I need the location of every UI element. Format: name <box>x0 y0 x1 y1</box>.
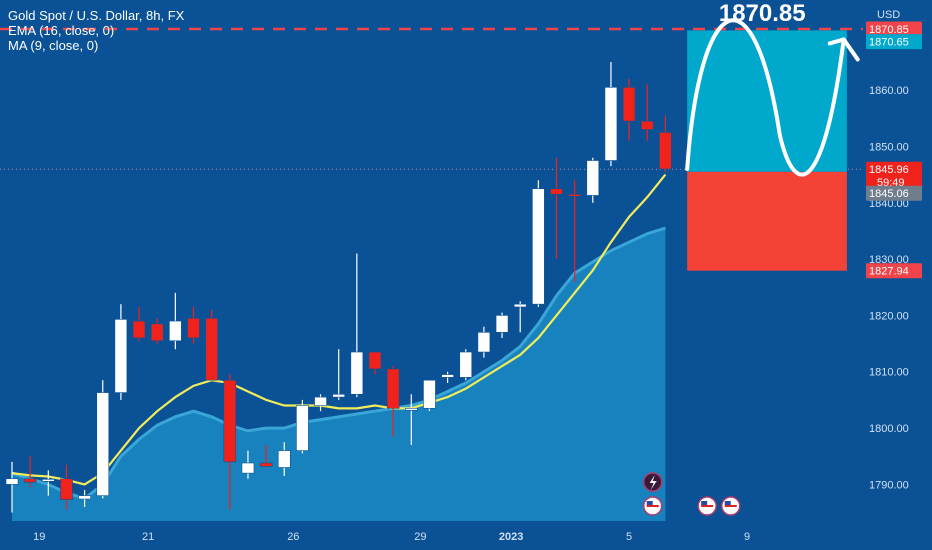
candle-body[interactable] <box>114 319 128 393</box>
price-badge-label: 1870.65 <box>869 37 909 49</box>
price-tick-label: 1830.00 <box>869 254 909 266</box>
candle-body[interactable] <box>604 87 618 161</box>
time-tick-label: 29 <box>414 531 426 543</box>
candle-body[interactable] <box>277 450 291 468</box>
flag-canton <box>701 501 708 505</box>
candle-body[interactable] <box>259 462 273 467</box>
ema-line <box>11 173 667 486</box>
price-badge[interactable] <box>866 34 922 50</box>
candle-body[interactable] <box>495 315 509 333</box>
indicator-lines-layer <box>0 168 863 486</box>
candle-body[interactable] <box>423 379 436 409</box>
candle-body[interactable] <box>314 396 327 406</box>
candle-body[interactable] <box>586 160 600 196</box>
candle-body[interactable] <box>550 188 563 195</box>
candle-body[interactable] <box>23 478 37 483</box>
time-tick-label: 5 <box>626 531 632 543</box>
candle-body[interactable] <box>169 320 182 342</box>
candle-body[interactable] <box>223 379 237 463</box>
time-tick-label: 9 <box>744 531 750 543</box>
flag-stripe <box>724 505 737 507</box>
ema-indicator-label[interactable]: EMA (16, close, 0) <box>8 23 115 38</box>
ma-area-layer <box>11 226 666 521</box>
chart-legend: Gold Spot / U.S. Dollar, 8h, FX EMA (16,… <box>8 8 184 53</box>
time-axis[interactable]: 19 21 26 29 2023 5 9 <box>33 531 750 543</box>
candle-body[interactable] <box>205 317 218 381</box>
price-badge[interactable] <box>866 185 922 201</box>
candle-body[interactable] <box>241 462 255 474</box>
candle-body[interactable] <box>622 87 636 122</box>
event-icons-layer <box>642 472 741 516</box>
ma-area <box>12 228 666 521</box>
target-price-label: 1870.85 <box>719 0 806 27</box>
price-badge[interactable] <box>866 263 922 279</box>
currency-label: USD <box>877 9 900 21</box>
stop-zone[interactable] <box>687 171 847 271</box>
price-tick-label: 1820.00 <box>869 310 909 322</box>
price-tick-label: 1860.00 <box>869 85 909 97</box>
candle-body[interactable] <box>659 132 672 170</box>
price-badge-label: 1870.85 <box>869 24 909 36</box>
candle-body[interactable] <box>441 374 454 378</box>
candle-body[interactable] <box>640 120 654 130</box>
ma-line <box>11 226 666 501</box>
candle-body[interactable] <box>404 408 418 411</box>
position-layer: 1870.85 <box>0 0 863 271</box>
candle-body[interactable] <box>568 194 581 197</box>
time-tick-label: 19 <box>33 531 45 543</box>
price-tick-label: 1810.00 <box>869 367 909 379</box>
candles-layer <box>5 61 672 513</box>
candle-body[interactable] <box>296 405 309 451</box>
price-tick-label: 1800.00 <box>869 423 909 435</box>
candle-body[interactable] <box>187 317 200 339</box>
price-badge-label: 1827.94 <box>869 266 909 278</box>
flag-canton <box>646 501 653 505</box>
price-tick-label: 1840.00 <box>869 198 909 210</box>
candle-body[interactable] <box>350 351 364 395</box>
price-badge[interactable] <box>866 161 922 190</box>
candle-body[interactable] <box>532 188 545 305</box>
time-tick-label: 26 <box>287 531 299 543</box>
flag-stripe <box>646 505 659 507</box>
price-badge-label: 1845.96 <box>869 164 909 176</box>
price-badge-label: 1845.06 <box>869 188 909 200</box>
ma-indicator-label[interactable]: MA (9, close, 0) <box>8 38 99 53</box>
candle-body[interactable] <box>477 332 491 353</box>
time-tick-label: 21 <box>142 531 154 543</box>
price-axis[interactable]: USD 1860.00 1850.00 1840.00 1830.00 1820.00 18… <box>866 9 922 491</box>
candle-body[interactable] <box>78 495 91 500</box>
projection-arrowhead <box>827 37 860 62</box>
candle-body[interactable] <box>459 351 473 378</box>
symbol-title[interactable]: Gold Spot / U.S. Dollar, 8h, FX <box>8 8 185 23</box>
candle-body[interactable] <box>513 303 527 308</box>
time-tick-label: 2023 <box>499 531 523 543</box>
flag-canton <box>724 501 731 505</box>
price-badge[interactable] <box>866 21 922 37</box>
candle-body[interactable] <box>5 478 19 485</box>
candle-body[interactable] <box>96 392 110 496</box>
candle-body[interactable] <box>60 478 73 500</box>
projection-wave <box>685 18 846 177</box>
lightning-bolt-icon <box>649 475 657 490</box>
candle-body[interactable] <box>41 479 55 482</box>
price-tick-label: 1850.00 <box>869 141 909 153</box>
candle-body[interactable] <box>386 368 400 409</box>
candle-body[interactable] <box>332 393 346 398</box>
price-tick-label: 1790.00 <box>869 479 909 491</box>
flag-stripe <box>701 505 714 507</box>
candle-body[interactable] <box>150 323 164 342</box>
candle-body[interactable] <box>132 320 146 339</box>
candle-body[interactable] <box>368 351 382 370</box>
